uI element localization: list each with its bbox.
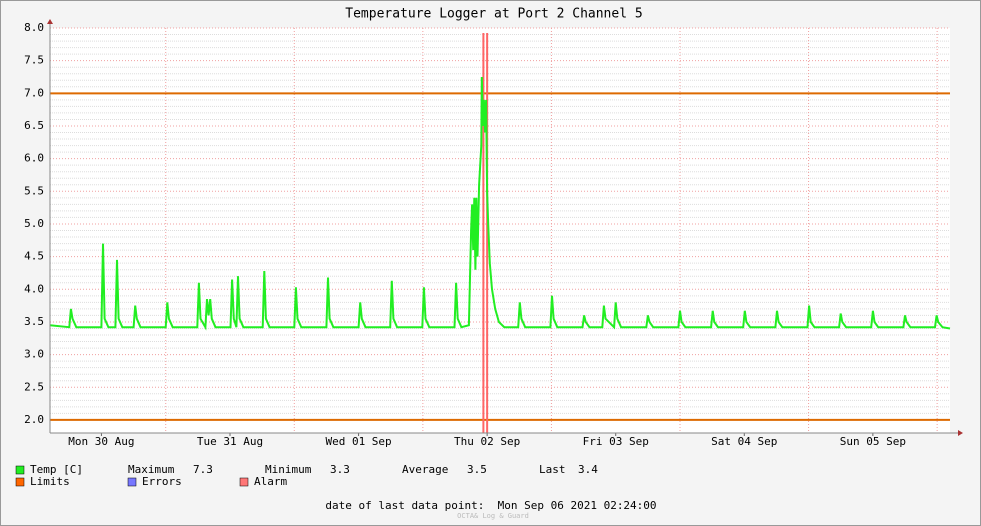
y-tick-label: 7.0 xyxy=(24,86,44,99)
arrow xyxy=(958,430,963,436)
x-tick-label: Tue 31 Aug xyxy=(197,435,263,448)
y-tick-label: 5.5 xyxy=(24,184,44,197)
stat-label: Maximum xyxy=(128,463,175,476)
y-tick-label: 6.5 xyxy=(24,119,44,132)
stat-value: 3.5 xyxy=(467,463,487,476)
y-tick-label: 8.0 xyxy=(24,21,44,34)
stat-value: 3.4 xyxy=(578,463,598,476)
stat-value: 7.3 xyxy=(193,463,213,476)
arrow xyxy=(47,19,53,24)
y-tick-label: 3.0 xyxy=(24,348,44,361)
y-tick-label: 2.0 xyxy=(24,413,44,426)
legend-label: Errors xyxy=(142,475,182,488)
footer: date of last data point: Mon Sep 06 2021… xyxy=(325,499,656,512)
x-tick-label: Thu 02 Sep xyxy=(454,435,520,448)
legend-swatch xyxy=(15,477,25,487)
temp-line xyxy=(49,76,951,331)
x-tick-label: Fri 03 Sep xyxy=(583,435,649,448)
legend-label: Alarm xyxy=(254,475,287,488)
legend-swatch xyxy=(127,477,137,487)
y-tick-label: 6.0 xyxy=(24,152,44,165)
y-tick-label: 5.0 xyxy=(24,217,44,230)
legend-label: Limits xyxy=(30,475,70,488)
legend-label: Temp [C] xyxy=(30,463,83,476)
y-tick-label: 4.5 xyxy=(24,250,44,263)
stat-label: Average xyxy=(402,463,448,476)
legend-swatch xyxy=(15,465,25,475)
x-tick-label: Wed 01 Sep xyxy=(325,435,391,448)
legend-swatch xyxy=(239,477,249,487)
stat-label: Minimum xyxy=(265,463,312,476)
watermark: OCTA& Log & Guard xyxy=(457,512,529,520)
x-tick-label: Mon 30 Aug xyxy=(68,435,134,448)
x-tick-label: Sat 04 Sep xyxy=(711,435,777,448)
chart-title: Temperature Logger at Port 2 Channel 5 xyxy=(345,7,642,22)
y-tick-label: 3.5 xyxy=(24,315,44,328)
y-tick-label: 7.5 xyxy=(24,54,44,67)
x-tick-label: Sun 05 Sep xyxy=(840,435,906,448)
stat-label: Last xyxy=(539,463,566,476)
stat-value: 3.3 xyxy=(330,463,350,476)
y-tick-label: 2.5 xyxy=(24,380,44,393)
y-tick-label: 4.0 xyxy=(24,282,44,295)
